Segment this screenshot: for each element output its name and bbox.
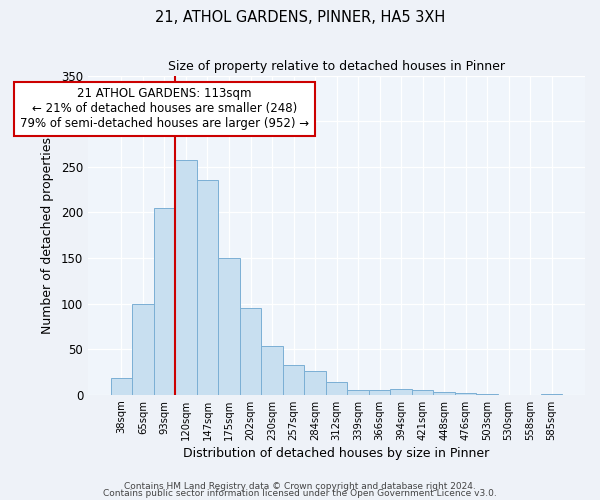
Bar [412, 390, 433, 395]
Bar [218, 258, 240, 395]
Text: 21 ATHOL GARDENS: 113sqm
← 21% of detached houses are smaller (248)
79% of semi-: 21 ATHOL GARDENS: 113sqm ← 21% of detach… [20, 88, 309, 130]
Text: Contains public sector information licensed under the Open Government Licence v3: Contains public sector information licen… [103, 490, 497, 498]
Bar [541, 394, 562, 395]
Bar [304, 371, 326, 395]
Bar [197, 180, 218, 395]
Bar [391, 390, 412, 395]
Bar [326, 382, 347, 395]
Bar [283, 364, 304, 395]
Text: Contains HM Land Registry data © Crown copyright and database right 2024.: Contains HM Land Registry data © Crown c… [124, 482, 476, 491]
Bar [261, 346, 283, 395]
Bar [154, 208, 175, 395]
Bar [476, 394, 498, 395]
Bar [240, 308, 261, 395]
Text: 21, ATHOL GARDENS, PINNER, HA5 3XH: 21, ATHOL GARDENS, PINNER, HA5 3XH [155, 10, 445, 25]
Bar [433, 392, 455, 395]
Bar [347, 390, 369, 395]
Bar [110, 378, 132, 395]
Bar [455, 393, 476, 395]
Y-axis label: Number of detached properties: Number of detached properties [41, 136, 54, 334]
Title: Size of property relative to detached houses in Pinner: Size of property relative to detached ho… [168, 60, 505, 73]
Bar [132, 304, 154, 395]
X-axis label: Distribution of detached houses by size in Pinner: Distribution of detached houses by size … [184, 447, 490, 460]
Bar [369, 390, 391, 395]
Bar [175, 160, 197, 395]
